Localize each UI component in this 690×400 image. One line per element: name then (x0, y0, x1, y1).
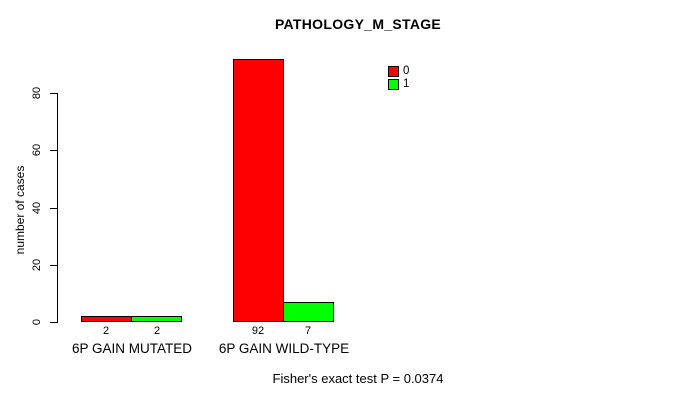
legend-swatch-green (388, 78, 399, 90)
bar-mutated-series0 (81, 316, 132, 322)
category-label-mutated: 6P GAIN MUTATED (71, 341, 193, 356)
y-axis-tick (50, 150, 57, 151)
y-axis-tick (50, 322, 57, 323)
legend-item-0: 0 (388, 65, 409, 77)
category-label-wildtype: 6P GAIN WILD-TYPE (218, 341, 350, 356)
bar-count-label: 7 (304, 325, 312, 337)
chart-title: PATHOLOGY_M_STAGE (274, 16, 442, 32)
y-tick-label: 20 (31, 258, 43, 272)
y-tick-label: 40 (31, 201, 43, 215)
y-axis-tick (50, 265, 57, 266)
legend-item-1: 1 (388, 78, 409, 90)
bar-count-label: 2 (153, 325, 161, 337)
y-tick-label: 60 (31, 143, 43, 157)
legend-label-1: 1 (403, 77, 410, 90)
bar-count-label: 2 (102, 325, 110, 337)
bar-count-label: 92 (251, 325, 265, 337)
legend-label-0: 0 (403, 64, 410, 77)
legend-swatch-red (388, 65, 399, 77)
y-tick-label: 0 (31, 318, 43, 326)
y-axis-tick (50, 93, 57, 94)
y-tick-label: 80 (31, 86, 43, 100)
bar-mutated-series1 (131, 316, 182, 322)
fisher-test-footnote: Fisher's exact test P = 0.0374 (272, 371, 444, 386)
y-axis-label: number of cases (13, 165, 27, 255)
legend: 0 1 (388, 65, 409, 90)
y-axis-line (57, 93, 58, 323)
bar-wildtype-series0 (233, 59, 284, 322)
y-axis-tick (50, 208, 57, 209)
bar-wildtype-series1 (283, 302, 334, 322)
